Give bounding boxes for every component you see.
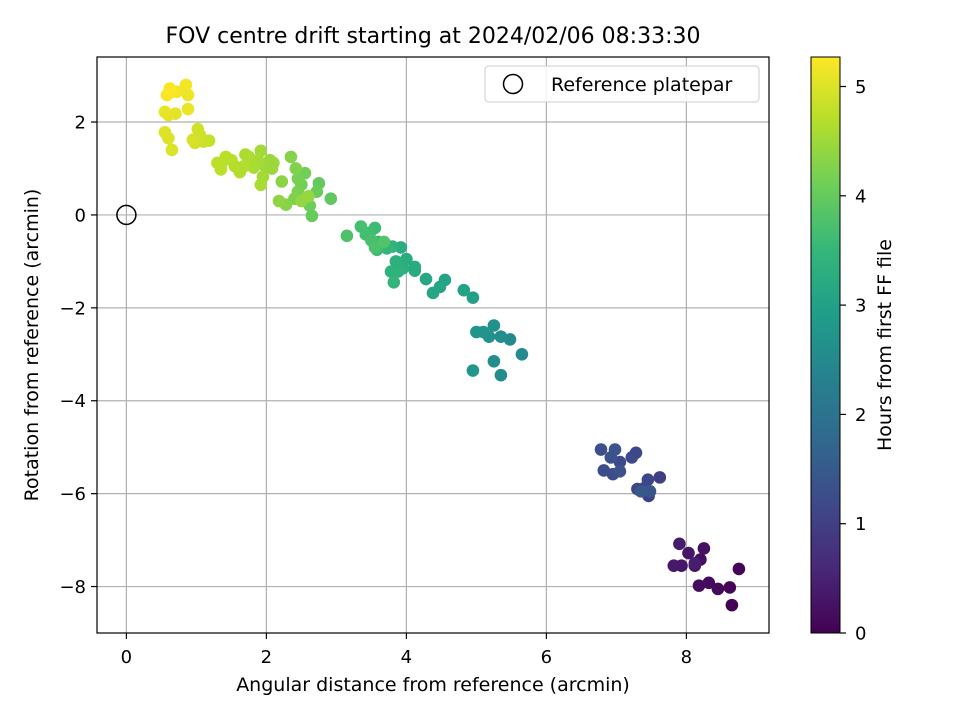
data-point [158, 125, 172, 139]
data-point [165, 143, 179, 157]
data-point [186, 133, 200, 146]
data-point [408, 264, 422, 277]
x-tick-label: 8 [681, 647, 692, 668]
data-point [340, 229, 354, 243]
data-point [265, 162, 279, 175]
data-point [643, 485, 657, 498]
data-point [688, 557, 702, 570]
data-point [515, 347, 529, 361]
y-tick-label: 2 [75, 113, 86, 134]
data-point [608, 443, 622, 456]
data-point [426, 286, 440, 300]
data-point [163, 82, 177, 95]
y-tick-label: −6 [59, 484, 86, 505]
data-point [254, 178, 268, 192]
data-point [702, 576, 716, 590]
data-point [597, 464, 611, 477]
colorbar-tick-label: 2 [855, 405, 866, 426]
x-axis-ticks: 0 2 4 6 8 [121, 633, 692, 668]
colorbar-tick-label: 0 [855, 624, 866, 645]
colorbar-ticks: 0 1 2 3 4 5 [840, 77, 866, 645]
y-tick-label: −8 [59, 577, 86, 598]
colorbar-tick-label: 5 [855, 77, 866, 98]
x-tick-label: 0 [121, 647, 132, 668]
data-point [284, 150, 298, 164]
data-point [389, 255, 403, 268]
colorbar-tick-label: 1 [855, 514, 866, 535]
data-point [377, 235, 391, 249]
data-point [457, 283, 471, 297]
data-point [305, 209, 319, 223]
data-point [181, 88, 195, 102]
x-tick-label: 6 [541, 647, 552, 668]
data-point [302, 190, 315, 203]
data-point [354, 220, 368, 233]
data-point [179, 78, 193, 92]
data-point [275, 175, 289, 188]
data-point [291, 172, 305, 186]
legend-box [484, 65, 760, 103]
data-point [466, 291, 480, 304]
data-points [158, 78, 746, 612]
data-point [594, 443, 608, 456]
y-axis-ticks: −8 −6 −4 −2 0 2 [59, 113, 97, 598]
data-point [368, 241, 382, 254]
colorbar-tick-label: 4 [855, 186, 866, 207]
data-point [158, 105, 172, 119]
colorbar-label: Hours from first FF file [874, 239, 896, 451]
reference-platepar-marker [116, 204, 137, 226]
y-tick-label: −4 [59, 391, 86, 412]
data-point [634, 485, 648, 498]
data-point [494, 368, 508, 382]
colorbar-gradient [810, 56, 841, 634]
data-point [487, 354, 501, 368]
data-point [613, 465, 627, 478]
x-tick-label: 4 [401, 647, 412, 668]
data-point [723, 581, 737, 594]
data-point [239, 148, 252, 161]
y-tick-label: 0 [75, 205, 86, 226]
data-point [682, 546, 695, 560]
data-point [725, 598, 739, 612]
data-point [653, 471, 667, 484]
legend-marker [502, 73, 524, 95]
data-point [732, 562, 746, 576]
data-point [641, 473, 655, 487]
data-point [324, 192, 338, 205]
data-point [214, 163, 228, 176]
chart-title: FOV centre drift starting at 2024/02/06 … [166, 24, 701, 49]
data-point [191, 122, 205, 136]
data-point [494, 330, 508, 343]
data-point [667, 559, 681, 572]
data-point [419, 272, 433, 286]
colorbar-tick-label: 3 [855, 296, 866, 317]
data-point [466, 364, 480, 377]
data-point [487, 319, 501, 332]
data-point [272, 194, 286, 208]
data-point [387, 275, 401, 289]
legend-label: Reference platepar [551, 74, 733, 96]
data-point [673, 537, 686, 551]
x-tick-label: 2 [261, 647, 272, 668]
data-point [247, 161, 261, 174]
data-point [711, 582, 725, 596]
y-axis-label: Rotation from reference (arcmin) [21, 189, 43, 502]
colorbar: 0 1 2 3 4 5 Hours from first FF file [810, 56, 896, 645]
data-point [384, 265, 398, 278]
data-point [470, 325, 483, 339]
data-point [181, 102, 195, 116]
plot-frame [96, 56, 770, 634]
data-point [692, 579, 706, 592]
legend: Reference platepar [484, 65, 760, 103]
data-point [697, 542, 711, 555]
x-axis-label: Angular distance from reference (arcmin) [236, 674, 630, 696]
data-point [625, 451, 639, 464]
data-point [289, 162, 303, 175]
y-tick-label: −2 [59, 298, 86, 319]
